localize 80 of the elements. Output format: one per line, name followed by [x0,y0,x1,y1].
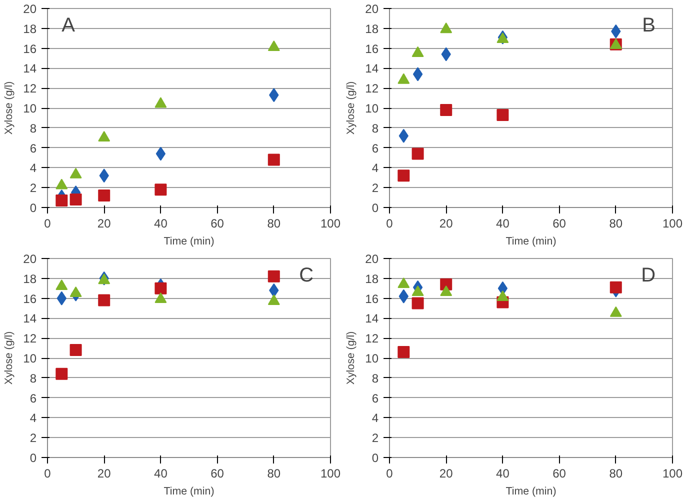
x-tick-label: 40 [154,466,168,480]
y-tick-label: 0 [372,201,379,215]
y-axis-title: Xylose (g/l) [345,331,358,385]
x-tick-label: 60 [210,216,224,230]
y-axis-title: Xylose (g/l) [3,81,16,135]
y-tick-label: 16 [365,292,379,306]
y-axis-title: Xylose (g/l) [345,81,358,135]
y-tick-label: 2 [30,181,37,196]
y-tick-label: 6 [372,141,379,156]
x-tick-label: 20 [439,466,454,480]
y-tick-label: 2 [372,431,379,446]
x-tick-label: 20 [97,466,112,480]
y-tick-label: 12 [365,332,379,346]
x-tick-label: 60 [552,216,566,230]
x-tick-label: 60 [552,466,566,480]
y-tick-label: 6 [372,391,379,406]
x-tick-label: 100 [662,216,683,230]
y-tick-label: 20 [365,2,379,16]
y-axis-title: Xylose (g/l) [3,331,16,385]
y-tick-label: 6 [30,141,37,156]
y-tick-label: 10 [23,352,37,366]
y-tick-label: 8 [372,121,379,136]
x-tick-label: 0 [386,216,394,230]
x-tick-label: 20 [439,216,454,230]
y-tick-label: 18 [365,22,379,36]
y-tick-label: 16 [365,42,379,56]
y-tick-label: 4 [30,161,37,176]
x-tick-label: 80 [267,216,281,230]
y-tick-label: 18 [23,272,37,286]
y-tick-label: 10 [23,102,37,116]
x-tick-label: 40 [154,216,168,230]
y-tick-label: 12 [23,332,37,346]
x-tick-label: 0 [386,466,394,480]
x-tick-label: 0 [44,466,52,480]
y-tick-label: 4 [30,411,37,426]
y-tick-label: 20 [365,252,379,266]
annotation: A [62,14,76,36]
x-tick-label: 40 [496,466,510,480]
y-tick-label: 8 [30,371,37,386]
x-tick-label: 60 [210,466,224,480]
y-tick-label: 8 [372,371,379,386]
y-tick-label: 14 [23,62,37,76]
y-tick-label: 10 [365,352,379,366]
x-axis-title: Time (min) [506,236,556,248]
y-tick-label: 2 [30,431,37,446]
x-tick-label: 100 [662,466,683,480]
y-tick-label: 0 [30,201,37,215]
y-tick-label: 20 [23,252,37,266]
y-tick-label: 14 [23,312,37,326]
y-tick-label: 4 [372,411,379,426]
y-tick-label: 2 [372,181,379,196]
x-tick-label: 80 [609,466,623,480]
y-tick-label: 8 [30,121,37,136]
y-tick-label: 4 [372,161,379,176]
x-axis-title: Time (min) [506,486,556,498]
y-tick-label: 14 [365,312,379,326]
x-tick-label: 80 [267,466,281,480]
y-tick-label: 18 [365,272,379,286]
x-tick-label: 100 [320,216,341,230]
y-tick-label: 18 [23,22,37,36]
x-tick-label: 100 [320,466,341,480]
x-tick-label: 80 [609,216,623,230]
y-tick-label: 0 [30,451,37,465]
y-tick-label: 14 [365,62,379,76]
y-tick-label: 20 [23,2,37,16]
x-axis-title: Time (min) [164,486,214,498]
x-tick-label: 40 [496,216,510,230]
annotation: D [641,264,656,286]
y-tick-label: 10 [365,102,379,116]
x-axis-title: Time (min) [164,236,214,248]
y-tick-label: 12 [365,82,379,96]
x-tick-label: 20 [97,216,112,230]
y-tick-label: 16 [23,42,37,56]
annotation: C [299,264,314,286]
y-tick-label: 12 [23,82,37,96]
annotation: B [642,14,656,36]
y-tick-label: 0 [372,451,379,465]
y-tick-label: 16 [23,292,37,306]
x-tick-label: 0 [44,216,52,230]
y-tick-label: 6 [30,391,37,406]
